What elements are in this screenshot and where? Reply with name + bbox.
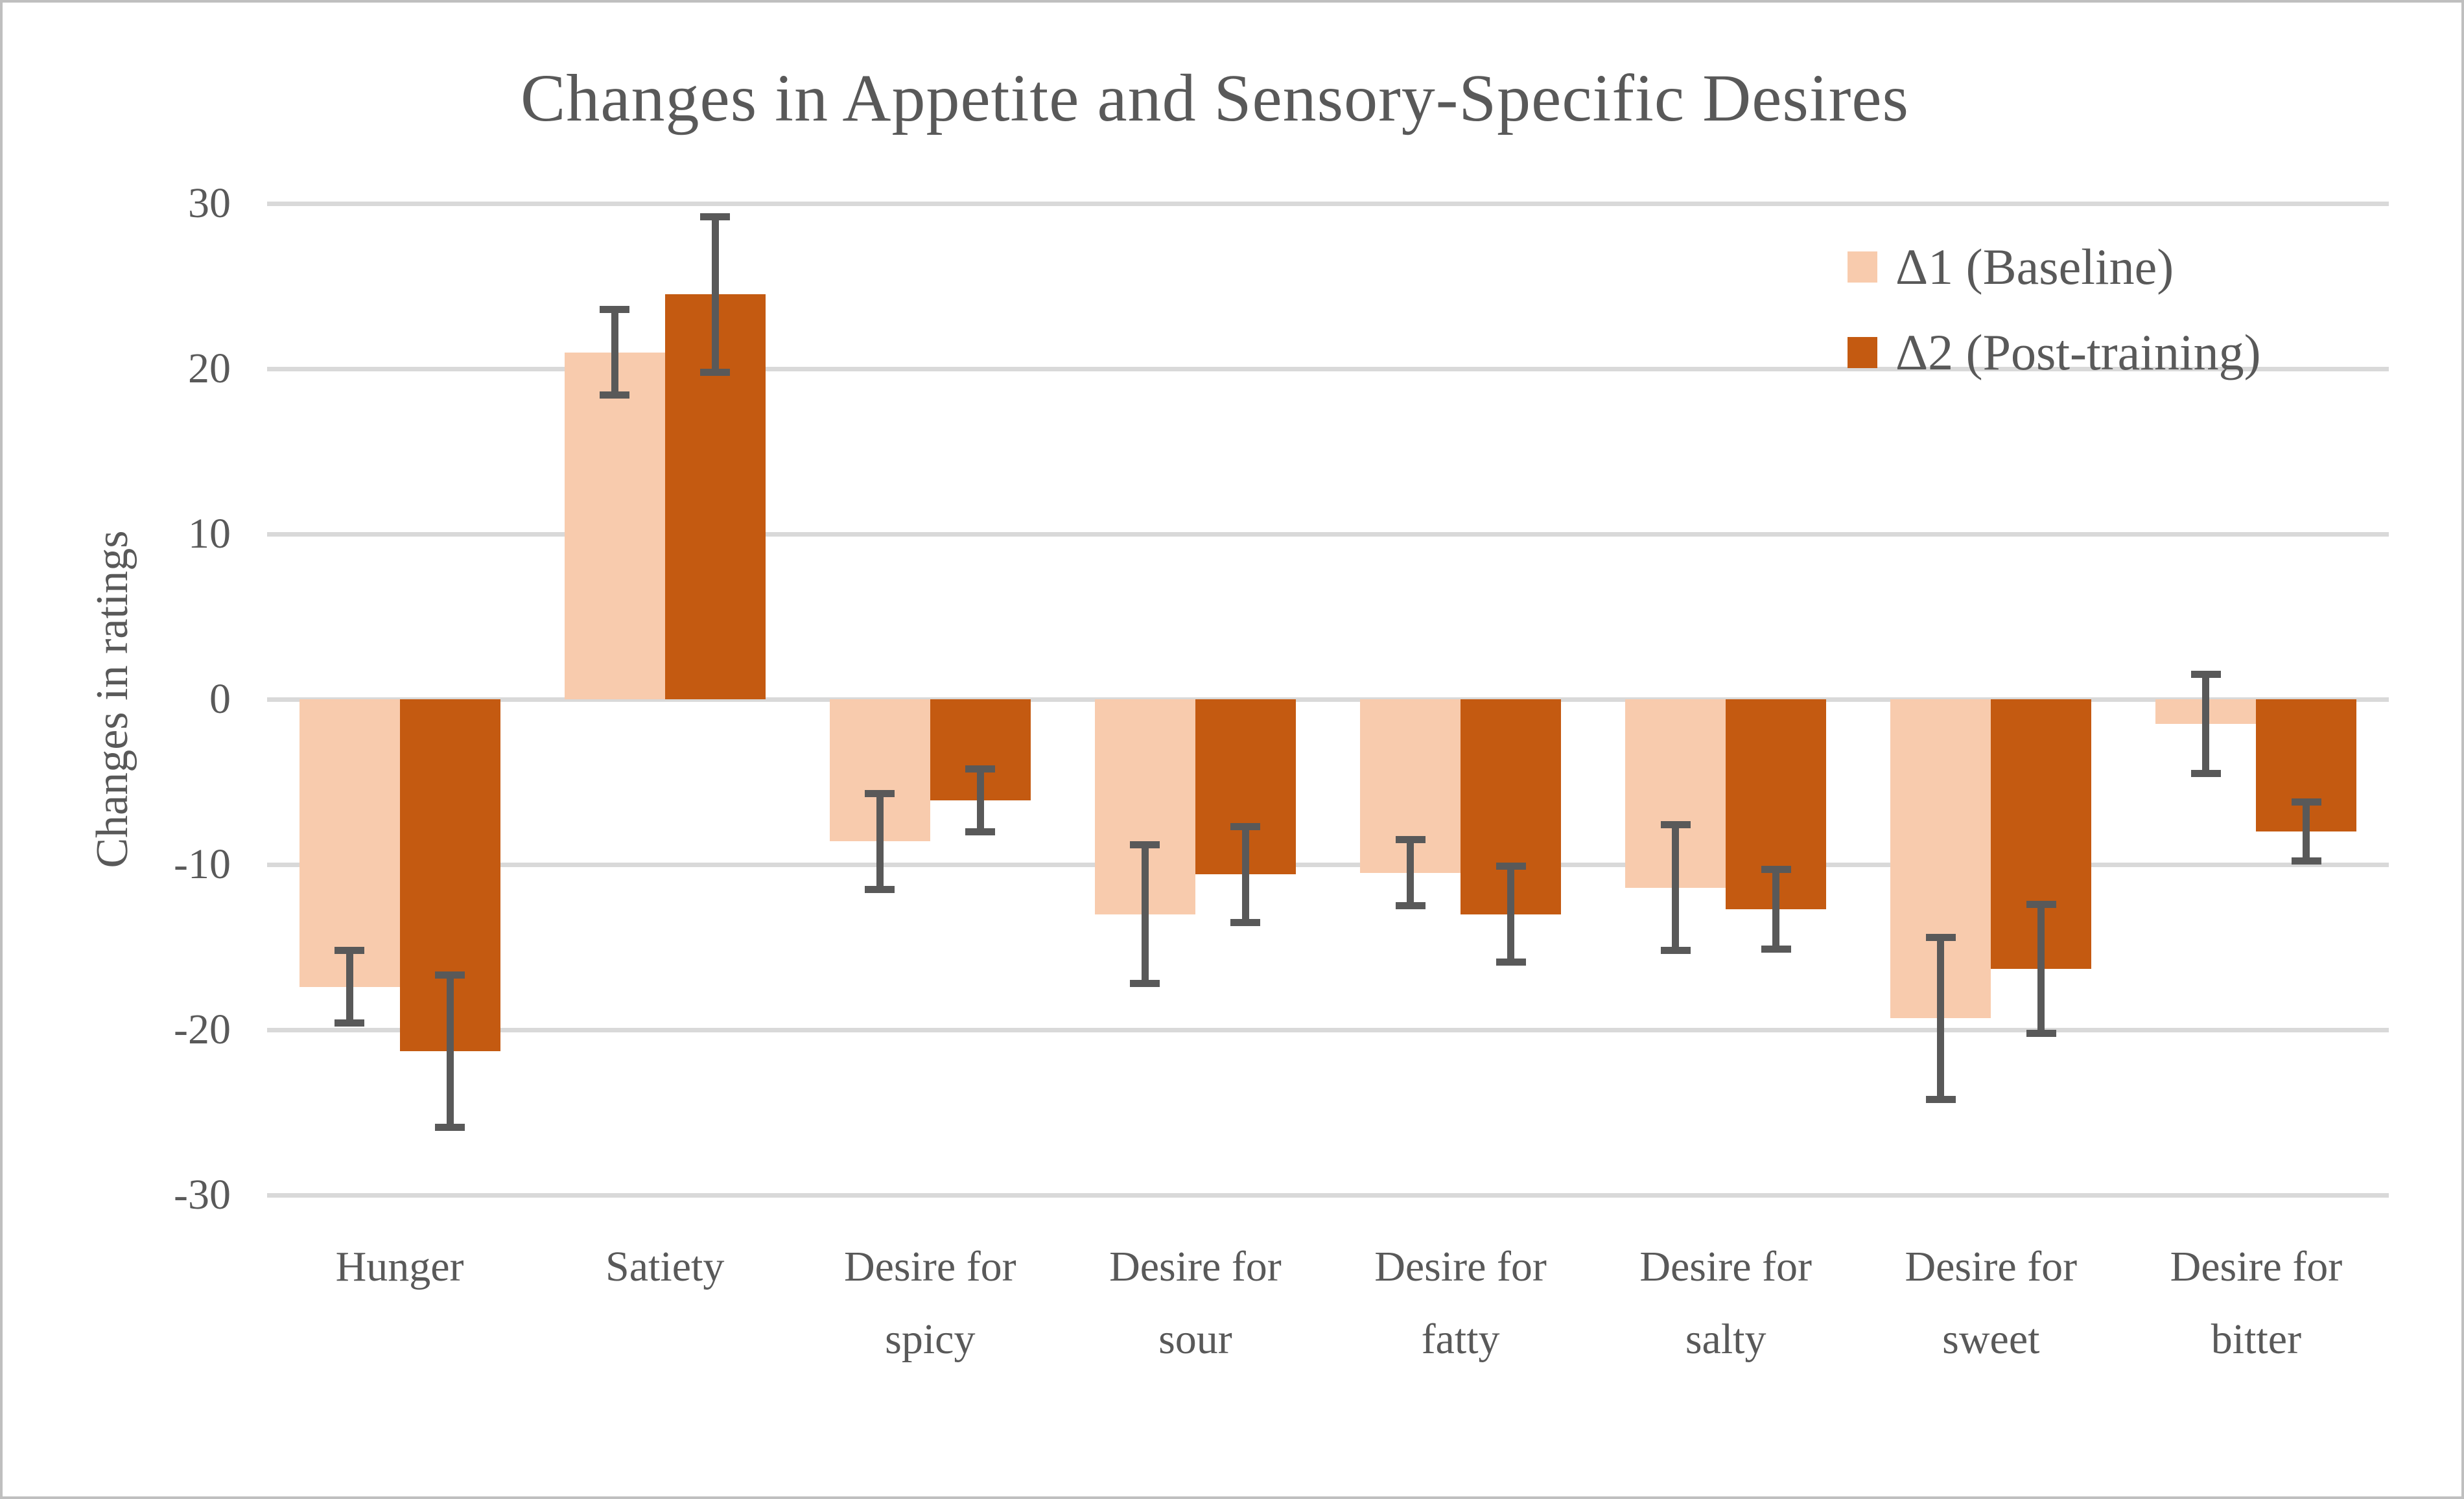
y-tick-label: 0	[209, 675, 231, 723]
x-label-desire-for-spicy: Desire for spicy	[797, 1231, 1062, 1376]
error-bar-cap	[965, 765, 996, 773]
error-bar-cap	[865, 789, 895, 797]
error-bar-cap	[334, 1019, 365, 1027]
x-label-line: Desire for	[2170, 1243, 2343, 1290]
error-bar	[1407, 839, 1414, 906]
error-bar	[1672, 824, 1680, 951]
error-bar	[711, 216, 719, 373]
error-bar-cap	[2026, 900, 2056, 908]
y-tick-label: 30	[188, 180, 231, 227]
x-label-line: Desire for	[1374, 1243, 1547, 1290]
error-bar	[2303, 802, 2310, 861]
error-bar-cap	[1130, 841, 1160, 848]
error-bar-cap	[435, 1123, 465, 1131]
error-bar	[1141, 844, 1149, 984]
x-label-line: salty	[1685, 1316, 1766, 1363]
x-label-desire-for-sweet: Desire for sweet	[1859, 1231, 2124, 1376]
x-label-line: Satiety	[605, 1243, 725, 1290]
legend: Δ1 (Baseline) Δ2 (Post-training)	[1848, 238, 2261, 412]
legend-item-series2: Δ2 (Post-training)	[1848, 324, 2261, 380]
legend-label: Δ1 (Baseline)	[1895, 238, 2174, 295]
error-bar-cap	[1660, 821, 1691, 829]
x-label-line: Desire for	[1109, 1243, 1282, 1290]
x-label-line: sweet	[1942, 1316, 2040, 1363]
chart-title: Changes in Appetite and Sensory-Specific…	[521, 61, 1909, 135]
error-bar-cap	[334, 947, 365, 955]
x-label-line: bitter	[2211, 1316, 2302, 1363]
gridline-y-10	[267, 531, 2389, 537]
error-bar-cap	[2026, 1029, 2056, 1037]
y-tick-label: -10	[174, 841, 231, 888]
gridline-y--30	[267, 1192, 2389, 1198]
x-label-desire-for-bitter: Desire for bitter	[2124, 1231, 2389, 1376]
x-label-line: Desire for	[1905, 1243, 2078, 1290]
error-bar-cap	[1925, 933, 1956, 941]
error-bar-cap	[2190, 671, 2221, 679]
error-bar-cap	[700, 368, 731, 376]
x-label-line: spicy	[885, 1316, 976, 1363]
error-bar-cap	[865, 885, 895, 893]
y-tick-label: 10	[188, 510, 231, 557]
legend-item-series1: Δ1 (Baseline)	[1848, 238, 2261, 295]
error-bar-cap	[1230, 822, 1261, 830]
gridline-y--20	[267, 1027, 2389, 1032]
x-label-desire-for-fatty: Desire for fatty	[1328, 1231, 1593, 1376]
x-label-line: Desire for	[1639, 1243, 1813, 1290]
error-bar	[2202, 674, 2210, 774]
error-bar-cap	[1395, 836, 1426, 844]
x-label-line: sour	[1158, 1316, 1232, 1363]
error-bar	[976, 769, 984, 831]
bar-series1-hunger	[299, 699, 400, 987]
y-tick-label: 20	[188, 345, 231, 392]
bar-series1-satiety	[564, 352, 665, 699]
legend-label: Δ2 (Post-training)	[1895, 324, 2261, 380]
x-label-desire-for-sour: Desire for sour	[1062, 1231, 1328, 1376]
gridline-y--10	[267, 862, 2389, 867]
error-bar	[2037, 904, 2045, 1034]
error-bar-cap	[1925, 1095, 1956, 1103]
error-bar	[1772, 869, 1780, 949]
error-bar-cap	[965, 828, 996, 835]
error-bar	[1241, 826, 1249, 923]
error-bar-cap	[435, 971, 465, 979]
error-bar-cap	[1230, 918, 1261, 926]
x-label-desire-for-salty: Desire for salty	[1593, 1231, 1859, 1376]
x-label-hunger: Hunger	[267, 1231, 532, 1303]
x-label-line: fatty	[1421, 1316, 1500, 1363]
error-bar-cap	[1761, 866, 1791, 874]
error-bar	[346, 950, 353, 1023]
error-bar	[876, 793, 884, 890]
error-bar-cap	[700, 213, 731, 220]
gridline-y-30	[267, 201, 2389, 206]
error-bar	[1937, 937, 1945, 1100]
y-tick-label: -20	[174, 1006, 231, 1053]
x-label-line: Desire for	[843, 1243, 1016, 1290]
error-bar-cap	[2291, 857, 2321, 865]
error-bar	[446, 975, 454, 1128]
plot-area	[267, 201, 2389, 1198]
error-bar-cap	[1130, 980, 1160, 988]
error-bar-cap	[1496, 863, 1526, 870]
gridline-y-0	[267, 697, 2389, 702]
gridline-y-20	[267, 366, 2389, 371]
legend-swatch-icon	[1848, 337, 1877, 368]
error-bar	[1507, 866, 1515, 962]
error-bar-cap	[600, 305, 630, 313]
error-bar	[611, 309, 618, 395]
error-bar-cap	[1496, 958, 1526, 966]
y-tick-label: -30	[174, 1171, 231, 1218]
error-bar-cap	[1660, 947, 1691, 955]
error-bar-cap	[1761, 945, 1791, 953]
error-bar-cap	[1395, 902, 1426, 910]
error-bar-cap	[600, 391, 630, 399]
x-label-line: Hunger	[335, 1243, 464, 1290]
legend-swatch-icon	[1848, 251, 1877, 283]
error-bar-cap	[2190, 770, 2221, 778]
error-bar-cap	[2291, 798, 2321, 806]
x-label-satiety: Satiety	[532, 1231, 797, 1303]
